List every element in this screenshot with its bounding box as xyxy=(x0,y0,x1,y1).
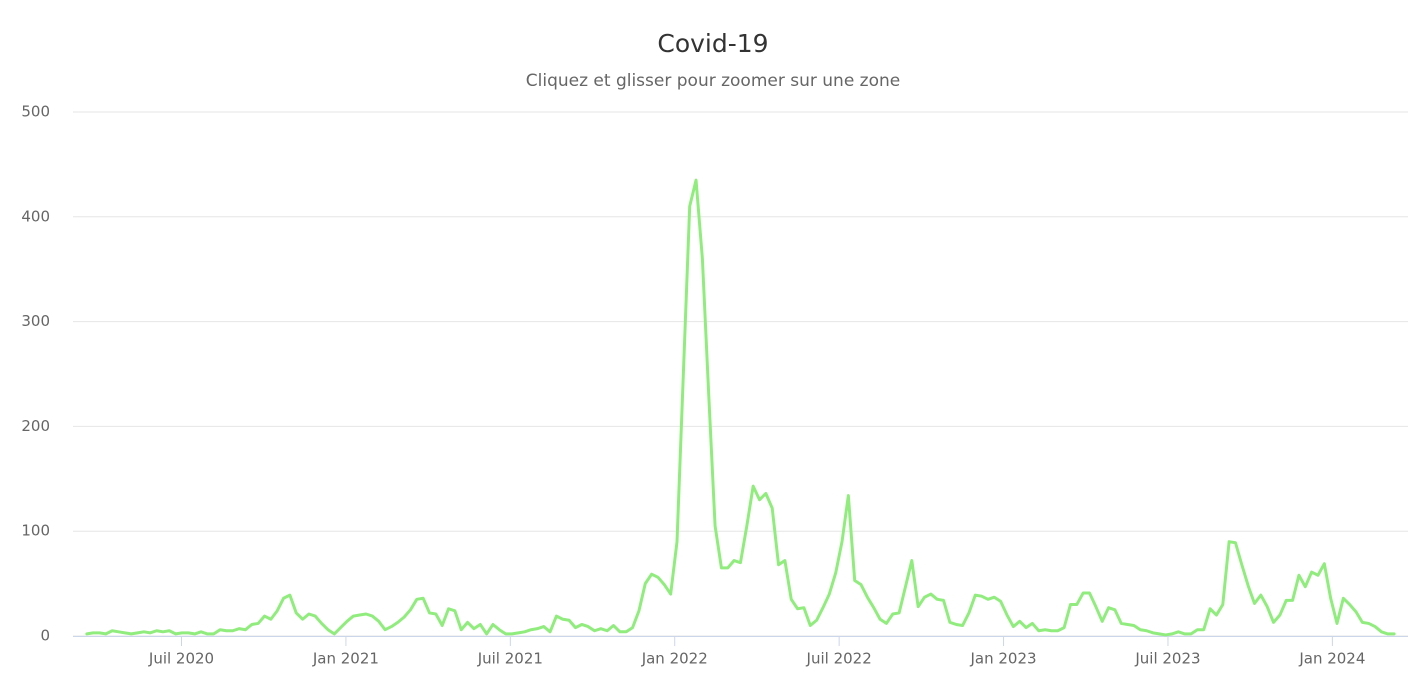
data-line xyxy=(85,178,1396,637)
y-tick-label: 0 xyxy=(40,627,50,645)
x-tick-label: Juil 2022 xyxy=(806,650,872,668)
x-tick-label: Jan 2024 xyxy=(1298,650,1365,668)
y-tick-label: 100 xyxy=(21,522,50,540)
chart-subtitle: Cliquez et glisser pour zoomer sur une z… xyxy=(526,71,901,91)
y-tick-label: 500 xyxy=(21,103,50,121)
chart-title: Covid-19 xyxy=(657,29,768,58)
x-tick-label: Juil 2021 xyxy=(477,650,543,668)
x-tick-label: Jan 2022 xyxy=(641,650,708,668)
y-tick-label: 400 xyxy=(21,207,50,225)
y-tick-label: 200 xyxy=(21,417,50,435)
x-tick-label: Juil 2023 xyxy=(1134,650,1200,668)
x-tick-label: Jan 2021 xyxy=(312,650,379,668)
x-tick-label: Jan 2023 xyxy=(970,650,1037,668)
y-tick-label: 300 xyxy=(21,312,50,330)
x-tick-label: Juil 2020 xyxy=(148,650,214,668)
